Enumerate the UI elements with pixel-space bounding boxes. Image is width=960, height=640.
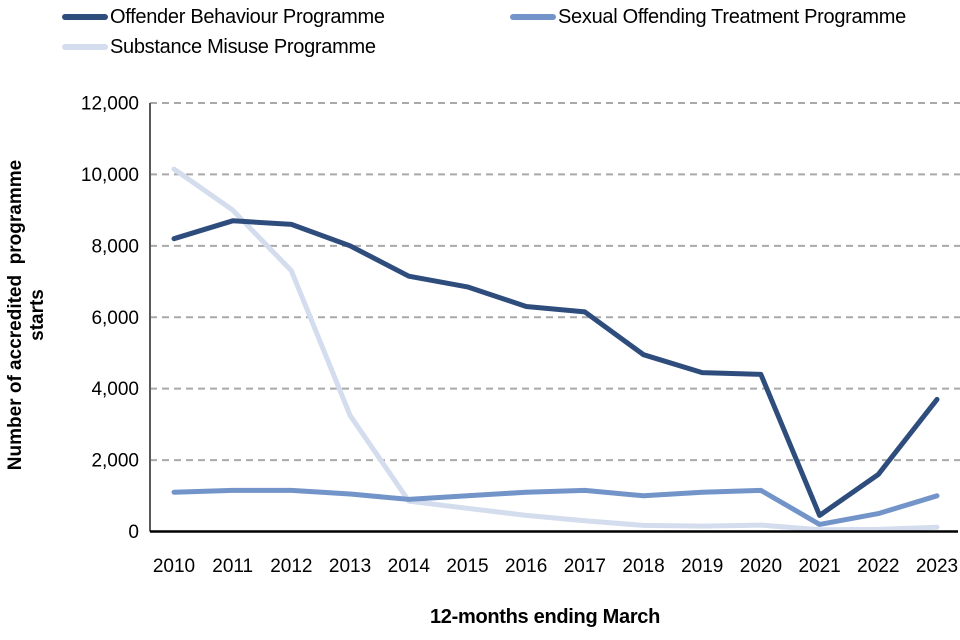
x-tick-label: 2019 [681, 556, 723, 577]
x-axis-title: 12-months ending March [429, 606, 661, 628]
series-line-substance-misuse-programme [171, 166, 940, 533]
y-tick-label: 6,000 [91, 308, 139, 329]
x-tick-label: 2010 [153, 556, 195, 577]
y-tick-label: 8,000 [91, 236, 139, 257]
y-tick-label: 2,000 [91, 451, 139, 472]
x-tick-label: 2022 [857, 556, 899, 577]
y-tick-label: 10,000 [81, 165, 139, 186]
x-tick-label: 2021 [798, 556, 840, 577]
x-tick-label: 2012 [270, 556, 312, 577]
x-tick-label: 2020 [740, 556, 782, 577]
legend-item-sexual-offending-treatment: Sexual Offending Treatment Programme [510, 5, 906, 29]
legend-swatch-offender-behaviour [62, 14, 108, 20]
legend-swatch-sexual-offending-treatment [510, 14, 556, 20]
x-tick-label: 2018 [622, 556, 664, 577]
y-tick-label: 0 [128, 522, 139, 543]
y-tick-label: 12,000 [81, 94, 139, 115]
y-tick-label: 4,000 [91, 379, 139, 400]
x-tick-label: 2023 [916, 556, 958, 577]
x-tick-label: 2013 [329, 556, 371, 577]
x-tick-label: 2014 [388, 556, 431, 577]
series-line-offender-behaviour-programme [171, 218, 940, 518]
legend-label: Substance Misuse Programme [110, 35, 376, 58]
legend-item-substance-misuse: Substance Misuse Programme [62, 35, 376, 59]
legend-label: Offender Behaviour Programme [110, 5, 385, 28]
x-tick-label: 2015 [446, 556, 488, 577]
x-tick-label: 2016 [505, 556, 547, 577]
series-line-sexual-offending-treatment-programme [171, 487, 940, 527]
x-tick-label: 2017 [564, 556, 606, 577]
legend-item-offender-behaviour: Offender Behaviour Programme [62, 5, 385, 29]
legend-swatch-substance-misuse [62, 44, 108, 50]
x-tick-label: 2011 [212, 556, 253, 577]
legend-label: Sexual Offending Treatment Programme [558, 5, 906, 28]
